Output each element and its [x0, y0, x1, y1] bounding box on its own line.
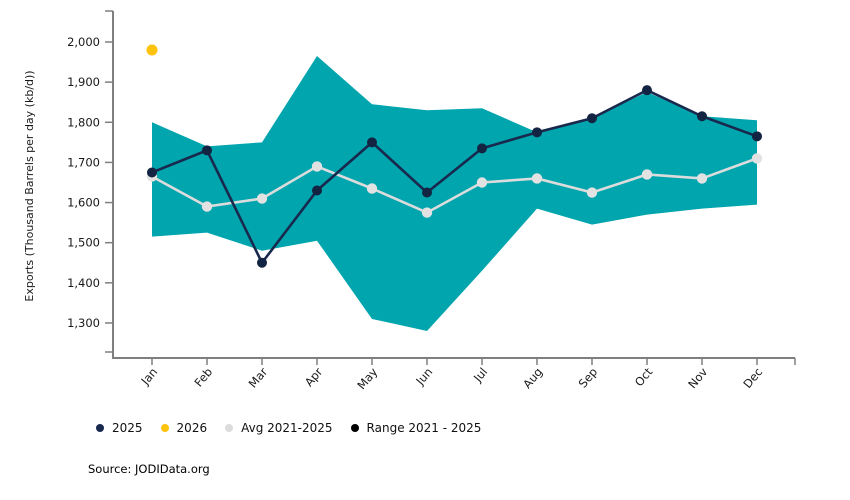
x-tick-label: Feb — [191, 365, 215, 390]
chart-legend: 2025 2026 Avg 2021-2025 Range 2021 - 202… — [96, 421, 481, 435]
avg-point[interactable] — [256, 193, 268, 204]
legend-item-2025[interactable]: 2025 — [96, 421, 143, 435]
x-tick-label: Oct — [632, 365, 656, 390]
legend-item-avg[interactable]: Avg 2021-2025 — [225, 421, 333, 435]
y-tick-label: 1,600 — [67, 196, 100, 210]
avg-point[interactable] — [201, 201, 213, 212]
avg-series-group — [146, 153, 763, 218]
range-band-area — [152, 56, 757, 332]
series-2025-point[interactable] — [257, 257, 267, 268]
avg-point[interactable] — [366, 183, 378, 194]
y-tick-label: 1,500 — [67, 236, 100, 250]
x-tick-label: Jul — [470, 365, 490, 385]
legend-marker-avg-icon — [225, 424, 234, 432]
series-2025-point[interactable] — [422, 187, 432, 198]
y-tick-label: 1,300 — [67, 316, 100, 330]
legend-marker-range-icon — [350, 424, 359, 432]
x-tick-label: May — [354, 365, 380, 392]
x-tick-label: Mar — [246, 365, 271, 391]
legend-marker-2025-icon — [96, 424, 104, 432]
y-axis-title: Exports (Thousand Barrels per day (kb/d)… — [23, 70, 36, 301]
series-2025-point[interactable] — [312, 185, 322, 196]
y-tick-label: 1,900 — [67, 75, 100, 89]
legend-label-2026: 2026 — [176, 421, 208, 435]
avg-point[interactable] — [311, 161, 323, 172]
avg-point[interactable] — [531, 173, 543, 184]
legend-item-2026[interactable]: 2026 — [160, 421, 208, 435]
x-tick-label: Jan — [138, 365, 161, 388]
exports-chart: 1,300 1,400 1,500 1,600 1,700 1,800 1,900 2,000… — [23, 10, 796, 392]
source-note: Source: JODIData.org — [88, 462, 210, 476]
y-tick-label: 1,400 — [67, 276, 100, 290]
series-2025-point[interactable] — [697, 111, 707, 122]
avg-line — [151, 157, 758, 215]
y-tick-label: 2,000 — [67, 35, 100, 49]
avg-point[interactable] — [476, 177, 488, 188]
avg-point[interactable] — [421, 207, 433, 218]
series-2025-point[interactable] — [752, 131, 762, 142]
series-2026-point[interactable] — [146, 44, 158, 56]
avg-point[interactable] — [641, 169, 653, 180]
x-tick-label: Aug — [520, 365, 545, 391]
series-2025-point[interactable] — [642, 85, 652, 96]
legend-label-range: Range 2021 - 2025 — [366, 421, 482, 435]
avg-point[interactable] — [696, 173, 708, 184]
x-tick-label: Jun — [412, 365, 435, 389]
y-tick-label: 1,700 — [67, 155, 100, 169]
avg-point[interactable] — [751, 153, 763, 164]
x-tick-label: Sep — [576, 365, 601, 391]
series-2025-point[interactable] — [532, 127, 542, 138]
avg-point[interactable] — [586, 187, 598, 198]
series-2025-line — [151, 88, 758, 265]
series-2025-point[interactable] — [587, 113, 597, 124]
x-tick-label: Apr — [302, 365, 326, 389]
series-2025-point[interactable] — [477, 143, 487, 154]
series-2025-group — [147, 85, 762, 268]
legend-marker-2026-icon — [160, 424, 169, 432]
series-2025-point[interactable] — [367, 137, 377, 148]
x-tick-label: Dec — [740, 365, 765, 391]
series-2026-group — [146, 44, 158, 56]
range-band-group — [152, 56, 757, 332]
x-tick-label: Nov — [685, 365, 710, 391]
series-2025-point[interactable] — [202, 145, 212, 156]
legend-label-avg: Avg 2021-2025 — [241, 421, 333, 435]
y-tick-label: 1,800 — [67, 115, 100, 129]
legend-item-range[interactable]: Range 2021 - 2025 — [350, 421, 482, 435]
legend-label-2025: 2025 — [112, 421, 143, 435]
series-2025-point[interactable] — [147, 167, 157, 178]
